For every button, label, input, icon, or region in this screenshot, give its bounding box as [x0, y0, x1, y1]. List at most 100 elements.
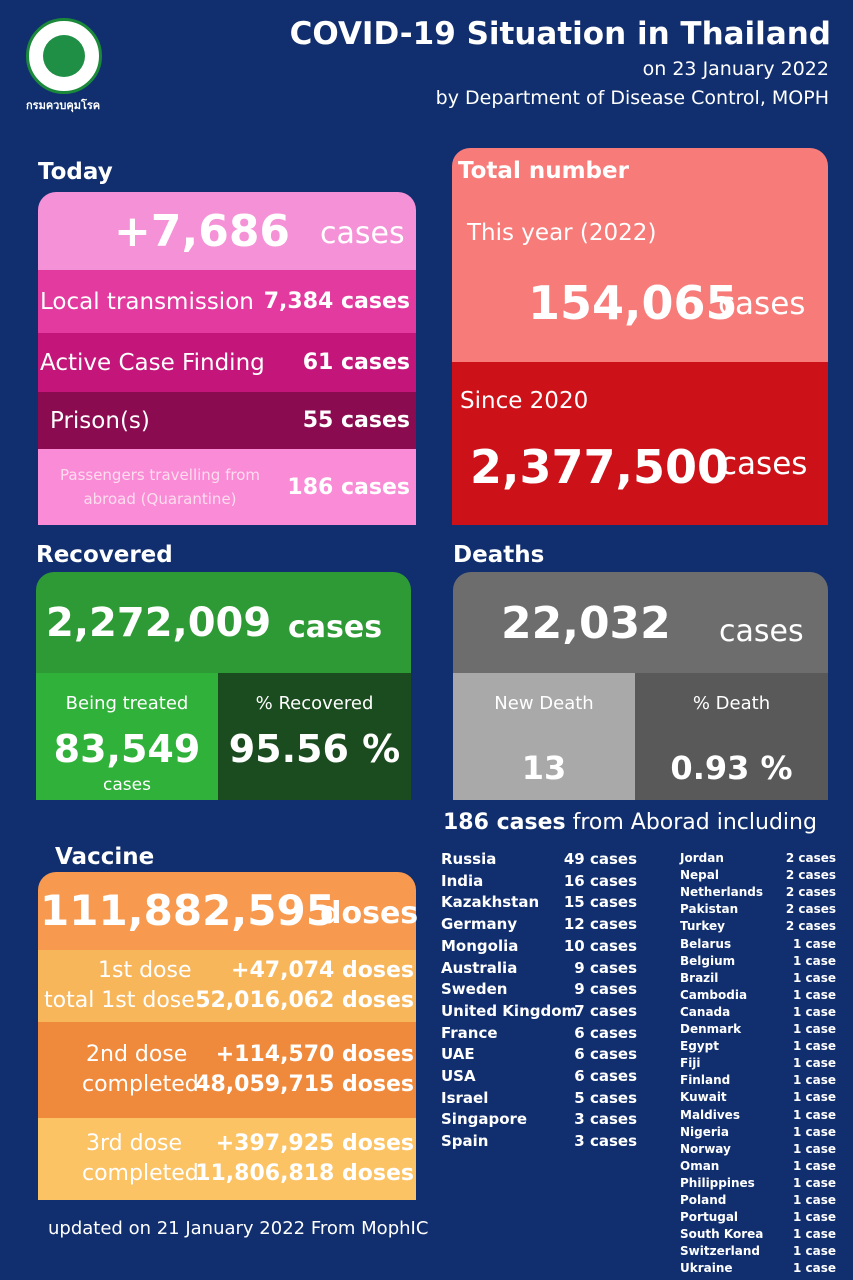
today-row-value: 7,384 cases: [263, 289, 410, 314]
country-name: Turkey: [680, 919, 725, 934]
country-cases: 1 case: [792, 1022, 836, 1036]
dose-label: 2nd dose: [86, 1042, 188, 1067]
country-name: Denmark: [680, 1022, 742, 1036]
since-label: Since 2020: [460, 388, 589, 414]
dose-sub-value: 52,016,062 doses: [195, 988, 414, 1013]
country-cases: 6 cases: [574, 1023, 637, 1042]
country-name: Canada: [680, 1004, 731, 1019]
country-cases: 2 cases: [785, 919, 836, 934]
country-cases: 1 case: [792, 970, 836, 985]
footer: updated on 21 January 2022 From MophIC: [48, 1218, 429, 1239]
country-name: Russia: [441, 850, 497, 868]
country-cases: 2 cases: [785, 885, 836, 900]
today-row: Passengers travelling from abroad (Quara…: [38, 449, 416, 525]
country-name: Israel: [441, 1088, 489, 1107]
country-name: Nigeria: [680, 1124, 730, 1139]
country-cases: 1 case: [792, 936, 836, 951]
country-name: Singapore: [441, 1110, 528, 1129]
country-cases: 3 cases: [574, 1110, 637, 1129]
country-name: Pakistan: [680, 902, 739, 917]
dose-value: +397,925 doses: [215, 1131, 414, 1156]
dose-sub-value: 48,059,715 doses: [195, 1072, 414, 1097]
today-row-label: Passengers travelling from abroad (Quara…: [60, 466, 260, 508]
vaccine-unit: doses: [320, 896, 419, 931]
country-name: Germany: [441, 915, 518, 934]
new-death-label: New Death: [494, 693, 594, 714]
country-cases: 1 case: [792, 1107, 836, 1122]
country-cases: 1 case: [792, 1004, 836, 1019]
treated-value: 83,549: [53, 727, 201, 771]
source: by Department of Disease Control, MOPH: [435, 87, 829, 109]
today-unit: cases: [320, 216, 405, 251]
today-total-box: +7,686 cases: [38, 192, 416, 270]
dose-row: 2nd dose +114,570 doses completed 48,059,71…: [38, 1022, 416, 1118]
country-cases: 16 cases: [563, 871, 637, 890]
country-name: Netherlands: [680, 885, 764, 900]
vaccine-total-box: 111,882,595 doses: [38, 872, 419, 950]
country-cases: 1 case: [792, 1090, 836, 1105]
dose-row: 1st dose +47,074 doses total 1st dose 52,01…: [38, 950, 416, 1022]
country-cases: 15 cases: [563, 893, 637, 912]
country-cases: 1 case: [792, 1261, 836, 1276]
recovered-total-box: 2,272,009 cases: [36, 572, 411, 673]
country-name: Nepal: [680, 868, 719, 883]
country-cases: 1 case: [792, 1175, 836, 1190]
country-name: Belgium: [680, 953, 736, 968]
today-row-value: 61 cases: [302, 350, 410, 375]
country-name: Fiji: [680, 1056, 701, 1071]
country-name: Norway: [680, 1141, 731, 1156]
country-name: Kuwait: [680, 1090, 727, 1105]
today-row-label: Active Case Finding: [40, 349, 265, 376]
dose-sub-label: completed: [82, 1072, 199, 1097]
this-year-value: 154,065: [528, 276, 738, 330]
country-cases: 49 cases: [563, 850, 637, 868]
country-name: Portugal: [680, 1210, 739, 1225]
logo: [26, 18, 102, 94]
today-total: +7,686: [114, 206, 291, 257]
country-cases: 1 case: [792, 1227, 836, 1242]
logo-emblem: [43, 35, 85, 77]
country-cases: 1 case: [792, 1193, 836, 1207]
dose-label: 1st dose: [98, 958, 192, 983]
recovered-heading: Recovered: [36, 542, 173, 568]
new-death-box: New Death 13: [453, 673, 635, 800]
country-cases: 3 cases: [574, 1132, 637, 1151]
country-cases: 1 case: [792, 1039, 836, 1054]
country-name: Brazil: [680, 970, 719, 985]
today-heading: Today: [38, 159, 113, 185]
since-value: 2,377,500: [470, 440, 729, 494]
country-cases: 9 cases: [574, 980, 637, 999]
country-cases: 2 cases: [785, 902, 836, 917]
country-name: Kazakhstan: [441, 893, 540, 912]
country-name: Ukraine: [680, 1261, 733, 1276]
deaths-unit: cases: [719, 614, 804, 649]
abroad-title-line: 186 cases from Aborad including: [443, 810, 817, 835]
today-row-value: 186 cases: [287, 474, 410, 500]
deaths-total: 22,032: [501, 598, 671, 649]
new-death-value: 13: [521, 749, 567, 787]
since-box: Since 2020 2,377,500 cases: [452, 362, 828, 525]
title: COVID-19 Situation in Thailand: [289, 16, 831, 52]
country-name: Finland: [680, 1073, 731, 1088]
since-unit: cases: [720, 446, 808, 482]
today-row-label: Local transmission: [40, 288, 254, 315]
dose-row: 3rd dose +397,925 doses completed 11,806,81…: [38, 1118, 416, 1200]
pct-death-value: 0.93 %: [670, 749, 793, 787]
country-cases: 1 case: [792, 987, 836, 1002]
country-name: Mongolia: [441, 936, 519, 955]
today-row: Active Case Finding 61 cases: [38, 333, 416, 392]
country-name: Spain: [441, 1132, 489, 1151]
vaccine-heading: Vaccine: [55, 844, 155, 870]
country-cases: 7 cases: [574, 1001, 637, 1020]
pct-death-box: % Death 0.93 %: [635, 673, 828, 800]
country-cases: 2 cases: [785, 868, 836, 883]
vaccine-total: 111,882,595: [40, 886, 335, 935]
treated-box: Being treated 83,549 cases: [36, 673, 218, 800]
this-year-box: Total number This year (2022) 154,065 ca…: [452, 148, 828, 362]
country-cases: 5 cases: [574, 1088, 637, 1107]
country-cases: 6 cases: [574, 1067, 637, 1085]
country-cases: 6 cases: [574, 1045, 637, 1064]
today-row-value: 55 cases: [302, 408, 410, 433]
pct-recovered-label: % Recovered: [255, 693, 374, 714]
total-heading: Total number: [458, 158, 629, 184]
